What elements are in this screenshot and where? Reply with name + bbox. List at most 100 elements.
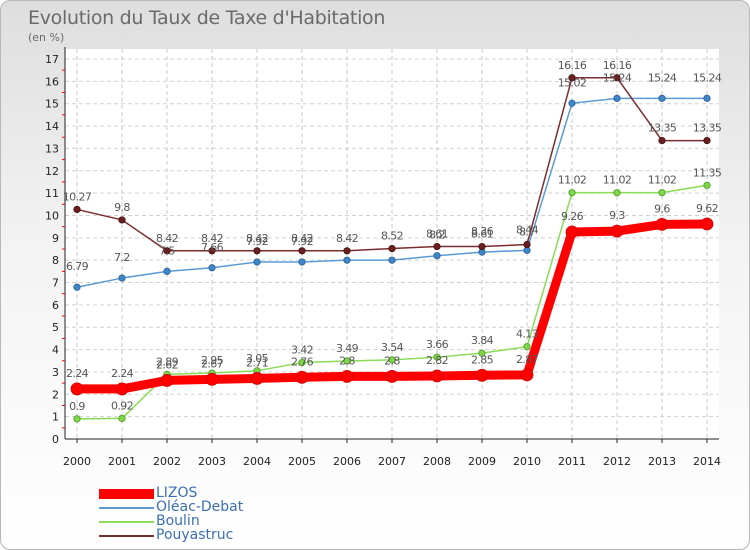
data-label: 7.92 <box>246 235 268 248</box>
data-label: 7.66 <box>201 241 224 254</box>
data-label: 9.8 <box>114 201 130 214</box>
data-point <box>298 358 306 367</box>
y-tick-label: 17 <box>45 53 59 66</box>
data-point <box>520 368 534 382</box>
data-label: 13.35 <box>693 122 722 135</box>
data-label: 8.44 <box>516 223 539 236</box>
data-label: 0.9 <box>69 400 85 413</box>
data-label: 15.02 <box>558 76 587 89</box>
x-tick-label: 2004 <box>243 455 271 468</box>
data-label: 8.36 <box>471 225 494 238</box>
legend-swatch <box>99 521 154 523</box>
data-label: 2.8 <box>384 354 400 367</box>
data-label: 2.85 <box>471 353 494 366</box>
x-tick-label: 2009 <box>468 455 496 468</box>
data-point <box>703 94 711 102</box>
data-label: 8.61 <box>426 228 448 241</box>
data-label: 2.71 <box>246 356 268 369</box>
data-point <box>613 74 621 82</box>
y-tick-label: 15 <box>45 98 59 111</box>
legend-label: LIZOS <box>156 485 198 501</box>
data-label: 3.54 <box>381 341 404 354</box>
data-label: 7.92 <box>291 235 313 248</box>
data-point <box>343 247 351 255</box>
data-point <box>298 247 306 255</box>
x-tick-label: 2005 <box>288 455 316 468</box>
x-tick-label: 2010 <box>513 455 541 468</box>
data-point <box>658 189 666 197</box>
data-point <box>73 283 81 291</box>
data-point <box>163 247 171 255</box>
legend-swatch <box>99 535 154 537</box>
data-label: 2.24 <box>66 367 89 380</box>
data-label: 15.24 <box>603 71 632 84</box>
y-tick-label: 0 <box>52 433 59 446</box>
x-tick-label: 2006 <box>333 455 361 468</box>
data-point <box>208 247 216 255</box>
y-tick-label: 13 <box>45 142 59 155</box>
y-tick-label: 16 <box>45 75 59 88</box>
x-tick-label: 2002 <box>153 455 181 468</box>
data-label: 8.42 <box>246 232 268 245</box>
data-point <box>478 242 486 251</box>
data-label: 0.92 <box>111 399 133 412</box>
data-label: 16.16 <box>603 59 632 72</box>
data-label: 11.02 <box>558 174 587 187</box>
data-point <box>478 349 486 357</box>
x-tick-label: 2001 <box>108 455 136 468</box>
x-tick-label: 2014 <box>693 455 721 468</box>
data-label: 8.61 <box>471 228 493 241</box>
data-label: 9.62 <box>696 202 718 215</box>
data-label: 8.2 <box>429 229 445 242</box>
data-point <box>73 415 81 423</box>
legend-swatch <box>99 489 154 499</box>
data-label: 11.02 <box>648 174 677 187</box>
data-point <box>523 240 531 249</box>
data-point <box>565 225 579 239</box>
data-point <box>250 372 264 385</box>
data-point <box>610 224 624 238</box>
data-point <box>343 357 351 365</box>
data-point <box>70 382 84 396</box>
data-point <box>703 136 711 145</box>
data-label: 7.5 <box>159 244 175 257</box>
y-tick-label: 2 <box>52 388 59 401</box>
data-point <box>433 252 441 260</box>
x-tick-label: 2003 <box>198 455 226 468</box>
data-point <box>433 242 441 251</box>
data-point <box>568 99 576 107</box>
data-label: 9.26 <box>561 210 584 223</box>
y-tick-label: 10 <box>45 209 59 222</box>
chart-subtitle: (en %) <box>28 31 65 44</box>
data-label: 8.42 <box>336 232 358 245</box>
data-point <box>340 370 354 383</box>
data-label: 6.79 <box>66 260 89 273</box>
data-point <box>568 74 576 82</box>
data-label: 15.24 <box>648 71 677 84</box>
data-label: 2.76 <box>291 355 314 368</box>
y-tick-label: 1 <box>52 411 59 424</box>
data-label: 8.7 <box>519 226 535 239</box>
chart-title: Evolution du Taux de Taxe d'Habitation <box>28 7 386 29</box>
data-label: 3.66 <box>426 338 449 351</box>
data-label: 2.87 <box>516 353 539 366</box>
data-label: 11.35 <box>693 166 722 179</box>
data-point <box>388 244 396 253</box>
data-point <box>430 369 444 383</box>
x-tick-label: 2013 <box>648 455 676 468</box>
y-tick-label: 4 <box>52 344 59 357</box>
data-point <box>118 216 126 224</box>
data-point <box>658 94 666 102</box>
y-tick-label: 3 <box>52 366 59 379</box>
data-point <box>163 267 171 275</box>
data-label: 11.02 <box>603 174 632 187</box>
data-point <box>613 189 621 197</box>
data-point <box>160 374 174 387</box>
data-point <box>568 189 576 197</box>
data-point <box>343 256 351 264</box>
data-label: 2.95 <box>201 354 224 367</box>
data-label: 2.8 <box>339 354 355 367</box>
y-tick-label: 6 <box>52 299 59 312</box>
